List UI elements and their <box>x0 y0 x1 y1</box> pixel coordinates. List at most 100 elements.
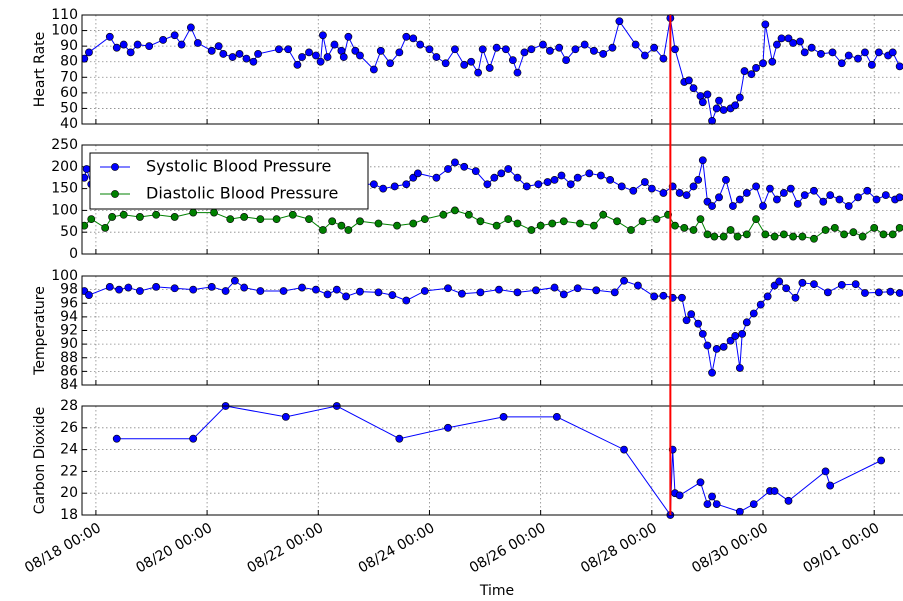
data-point <box>119 210 128 219</box>
data-point <box>620 445 628 454</box>
data-point <box>742 318 751 327</box>
data-point <box>708 368 716 377</box>
data-point <box>388 291 397 299</box>
data-point <box>351 46 360 55</box>
data-point <box>214 42 223 51</box>
data-point <box>376 46 385 55</box>
data-point <box>390 182 399 191</box>
data-point <box>749 500 758 508</box>
legend-marker <box>111 163 119 171</box>
data-point <box>337 221 346 230</box>
y-tick-label: 90 <box>60 38 78 54</box>
data-point <box>708 492 716 501</box>
data-point <box>235 50 244 58</box>
data-point <box>457 289 466 298</box>
y-axis-label: Carbon Dioxide <box>32 407 48 514</box>
data-point <box>520 48 529 57</box>
data-point <box>170 213 179 221</box>
data-point <box>770 232 779 241</box>
data-point <box>608 43 617 52</box>
data-point <box>789 39 798 47</box>
data-point <box>298 53 306 61</box>
data-point <box>830 223 839 232</box>
data-point <box>126 48 135 57</box>
y-tick-label: 86 <box>60 363 78 379</box>
data-point <box>715 193 723 202</box>
legend: Systolic Blood Pressure Diastolic Blood P… <box>89 152 369 210</box>
data-point <box>810 186 818 195</box>
x-axis-label: Time <box>479 583 514 599</box>
data-point <box>590 221 598 230</box>
data-point <box>444 423 452 432</box>
data-point <box>409 34 418 43</box>
data-point <box>828 48 837 57</box>
data-point <box>870 223 879 232</box>
data-point <box>344 226 353 234</box>
data-point <box>851 280 860 289</box>
data-point <box>613 217 621 226</box>
data-point <box>256 215 265 224</box>
data-point <box>552 412 561 421</box>
data-point <box>312 51 320 60</box>
data-point <box>615 17 624 26</box>
data-point <box>861 289 869 297</box>
data-point <box>573 173 582 182</box>
data-point <box>115 285 123 294</box>
data-point <box>393 221 401 230</box>
data-point <box>800 48 809 57</box>
data-point <box>823 288 832 297</box>
data-point <box>678 293 686 302</box>
data-point <box>849 228 858 237</box>
data-point <box>735 195 744 204</box>
y-tick-label: 50 <box>60 100 78 116</box>
data-point <box>319 31 327 40</box>
data-point <box>810 280 818 289</box>
data-point <box>177 40 186 49</box>
data-point <box>752 64 760 72</box>
data-point <box>740 67 749 75</box>
data-point <box>467 57 476 66</box>
data-point <box>712 500 721 508</box>
data-point <box>631 40 640 49</box>
data-point <box>402 32 411 41</box>
data-point <box>791 293 800 302</box>
data-point <box>620 276 628 285</box>
data-point <box>777 34 786 43</box>
data-point <box>170 284 179 293</box>
x-tick-label: 08/22 00:00 <box>245 520 327 576</box>
data-point <box>105 282 114 291</box>
data-point <box>752 215 760 224</box>
data-point <box>356 51 364 60</box>
data-point <box>555 43 564 52</box>
data-point <box>420 287 429 295</box>
data-point <box>731 101 740 110</box>
data-point <box>592 286 601 295</box>
data-point <box>425 45 434 54</box>
data-point <box>610 288 619 297</box>
data-point <box>835 195 844 204</box>
data-point <box>576 219 584 228</box>
data-point <box>305 215 313 224</box>
plot-area <box>82 14 903 125</box>
data-point <box>492 43 501 52</box>
data-point <box>742 189 751 197</box>
data-point <box>659 189 668 197</box>
data-point <box>550 175 559 184</box>
data-point <box>779 189 788 197</box>
data-point <box>844 51 853 60</box>
data-point <box>170 31 179 40</box>
x-tick-label: 08/24 00:00 <box>356 520 438 576</box>
plot-area <box>82 156 903 243</box>
data-point <box>580 40 589 49</box>
data-point <box>485 64 494 72</box>
data-point <box>242 54 251 63</box>
data-point <box>749 309 758 318</box>
data-point <box>659 54 668 63</box>
data-point <box>659 291 668 300</box>
data-point <box>159 36 167 44</box>
x-tick-label: 08/20 00:00 <box>133 520 215 576</box>
data-point <box>119 40 128 49</box>
data-point <box>281 412 290 421</box>
data-point <box>189 208 198 217</box>
